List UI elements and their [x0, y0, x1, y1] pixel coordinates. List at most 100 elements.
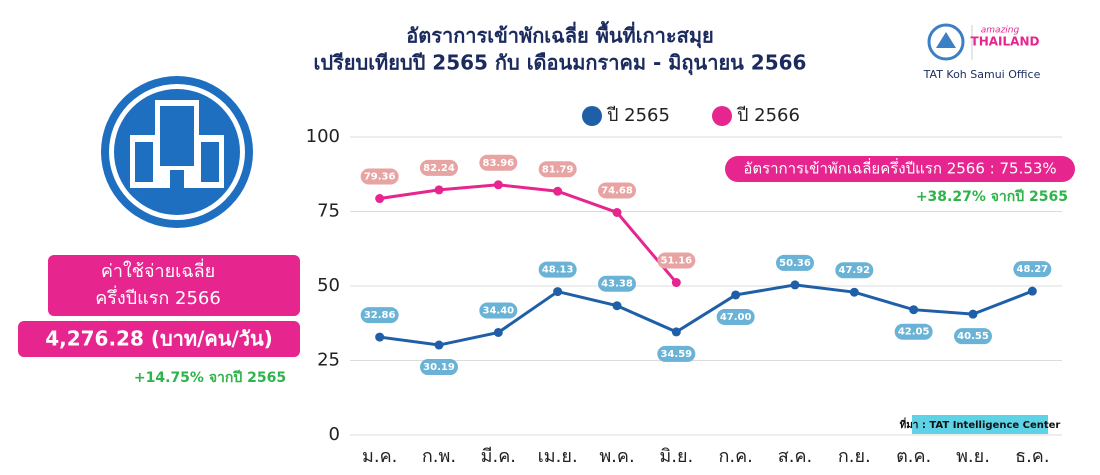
panel-label: ค่าใช้จ่ายเฉลี่ย — [101, 258, 215, 282]
value-label: 50.36 — [779, 258, 811, 269]
value-label-bg — [954, 328, 992, 345]
annotation: +38.27% จากปี 2565 — [916, 189, 1068, 205]
value-label: 34.59 — [661, 349, 693, 360]
x-tick-label: ส.ค. — [778, 446, 812, 467]
point — [493, 327, 503, 337]
logo-tagline: amazing — [981, 26, 1020, 36]
point — [612, 301, 622, 311]
point — [968, 309, 978, 319]
legend-marker — [712, 106, 732, 126]
value-label: 32.86 — [364, 310, 396, 321]
point — [375, 332, 385, 342]
value-label-bg — [776, 254, 814, 271]
point — [849, 287, 859, 297]
x-tick-label: มิ.ย. — [659, 446, 693, 467]
annotation-box — [725, 156, 1075, 182]
point — [434, 185, 444, 195]
panel-value-box — [18, 321, 300, 357]
door — [170, 170, 184, 188]
value-label-bg — [420, 159, 458, 176]
point — [434, 340, 444, 350]
point — [612, 207, 622, 217]
value-label-bg — [894, 323, 933, 340]
value-label: 43.38 — [601, 279, 633, 290]
y-tick-label: 100 — [306, 126, 340, 147]
series-line — [379, 183, 678, 284]
value-label-bg — [360, 168, 399, 185]
point — [671, 278, 681, 288]
legend-label: ปี 2566 — [737, 105, 800, 126]
value-label-bg — [479, 302, 518, 319]
value-label: 79.36 — [364, 172, 396, 183]
hotel-icon — [101, 76, 253, 228]
windows — [201, 142, 219, 182]
x-tick-label: มี.ค. — [481, 446, 516, 467]
value-label-bg — [420, 359, 458, 376]
value-label: 48.13 — [542, 265, 574, 276]
value-label-bg — [538, 161, 577, 178]
emblem-shape — [936, 32, 956, 48]
windows — [160, 106, 194, 166]
value-label-bg — [479, 154, 518, 171]
value-label: 81.79 — [542, 164, 574, 175]
value-label-bg — [716, 308, 755, 325]
point — [553, 186, 563, 196]
point — [790, 280, 800, 290]
panel-label-box — [48, 255, 300, 316]
x-tick-label: ก.ย. — [838, 446, 871, 467]
y-tick-label: 50 — [317, 275, 340, 296]
y-tick-label: 25 — [317, 350, 340, 371]
legend-label: ปี 2565 — [607, 105, 670, 126]
panel-change: +14.75% จากปี 2565 — [134, 370, 286, 386]
logo: amazing THAILAND TAT Koh Samui Office — [923, 23, 1041, 81]
value-label-bg — [360, 307, 399, 324]
source-box — [912, 415, 1048, 434]
panel-label: ครึ่งปีแรก 2566 — [95, 285, 221, 309]
value-label-bg — [657, 345, 696, 362]
logo-brand: THAILAND — [971, 35, 1040, 49]
logo-office: TAT Koh Samui Office — [923, 68, 1041, 81]
point — [375, 194, 385, 204]
chart-title: อัตราการเข้าพักเฉลี่ย พื้นที่เกาะสมุย — [406, 21, 714, 49]
point — [909, 305, 919, 315]
value-label: 48.27 — [1017, 264, 1049, 275]
value-label: 51.16 — [661, 256, 693, 267]
chart-subtitle: เปรียบเทียบปี 2565 กับ เดือนมกราคม - มิถ… — [314, 51, 807, 76]
y-tick-label: 0 — [329, 424, 340, 445]
x-tick-label: พ.ค. — [599, 446, 634, 467]
value-label: 30.19 — [423, 362, 455, 373]
value-label: 42.05 — [898, 327, 930, 338]
x-tick-label: พ.ย. — [956, 446, 990, 467]
plot: 0 25 50 75 100 ม.ค. ก.พ. มี.ค. เม.ย. พ.ค. มิ.ย. ก.ค… — [306, 126, 1062, 467]
value-label-bg — [598, 275, 636, 292]
x-tick-label: ก.ค. — [718, 446, 752, 467]
point — [1027, 286, 1037, 296]
point — [671, 327, 681, 337]
y-tick-label: 75 — [317, 201, 340, 222]
x-tick-label: ม.ค. — [362, 446, 397, 467]
point — [553, 287, 563, 297]
x-tick-label: ธ.ค. — [1015, 446, 1049, 467]
legend-marker — [582, 106, 602, 126]
value-label-bg — [598, 182, 636, 199]
value-label-bg — [835, 262, 874, 279]
panel-value: 4,276.28 (บาท/คน/วัน) — [45, 327, 273, 351]
value-label-bg — [538, 261, 577, 278]
value-label: 83.96 — [483, 158, 515, 169]
x-tick-label: ก.พ. — [422, 446, 456, 467]
point — [493, 180, 503, 190]
x-tick-label: เม.ย. — [538, 446, 578, 467]
value-label: 47.00 — [720, 312, 752, 323]
source: ที่มา : TAT Intelligence Center — [900, 417, 1061, 431]
value-label: 34.40 — [483, 305, 515, 316]
x-tick-label: ต.ค. — [896, 446, 931, 467]
series-line — [379, 283, 1033, 347]
value-label: 47.92 — [839, 265, 871, 276]
value-label: 82.24 — [423, 163, 455, 174]
value-label-bg — [1013, 261, 1052, 278]
annotation: อัตราการเข้าพักเฉลี่ยครึ่งปีแรก 2566 : 7… — [743, 158, 1056, 178]
value-label: 40.55 — [957, 331, 989, 342]
point — [731, 290, 741, 300]
windows — [135, 142, 153, 182]
